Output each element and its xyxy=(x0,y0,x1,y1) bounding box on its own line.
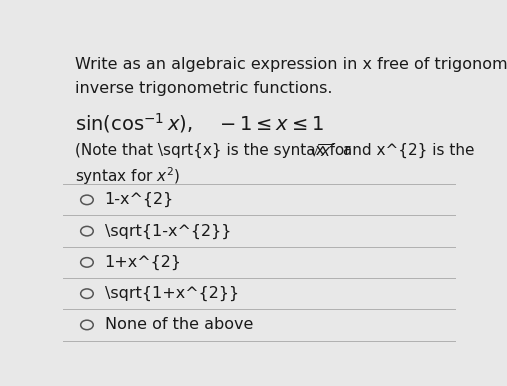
Text: None of the above: None of the above xyxy=(104,317,253,332)
Text: $\sqrt{x}$: $\sqrt{x}$ xyxy=(309,142,334,159)
Text: syntax for $x^2$): syntax for $x^2$) xyxy=(75,165,180,186)
Text: $\sin(\cos^{-1} x), \quad -1 \leq x \leq 1$: $\sin(\cos^{-1} x), \quad -1 \leq x \leq… xyxy=(75,112,324,135)
Text: inverse trigonometric functions.: inverse trigonometric functions. xyxy=(75,81,333,96)
Text: and x^{2} is the: and x^{2} is the xyxy=(339,142,475,158)
Text: 1-x^{2}: 1-x^{2} xyxy=(104,192,174,207)
Text: (Note that \sqrt{x} is the syntax for: (Note that \sqrt{x} is the syntax for xyxy=(75,142,356,158)
Text: \sqrt{1-x^{2}}: \sqrt{1-x^{2}} xyxy=(104,223,231,239)
Text: Write as an algebraic expression in x free of trigonometric or: Write as an algebraic expression in x fr… xyxy=(75,57,507,72)
Text: \sqrt{1+x^{2}}: \sqrt{1+x^{2}} xyxy=(104,286,239,301)
Text: 1+x^{2}: 1+x^{2} xyxy=(104,255,182,270)
